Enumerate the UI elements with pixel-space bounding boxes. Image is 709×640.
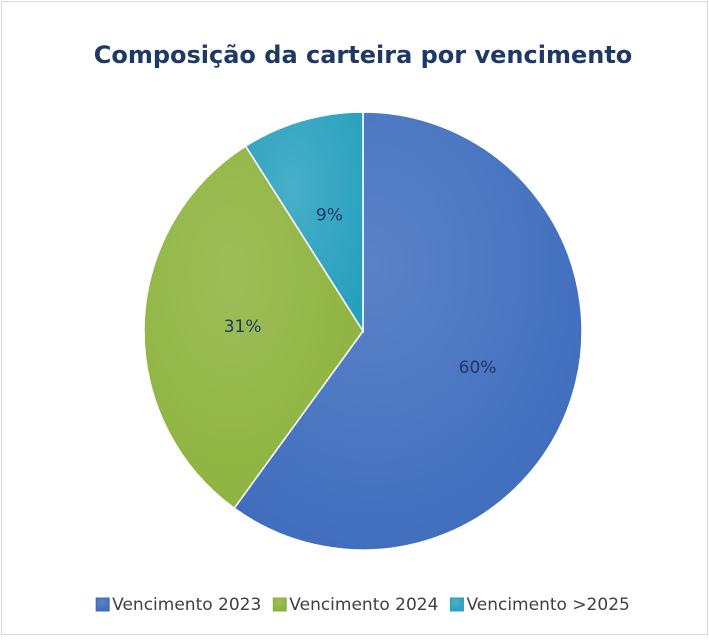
legend-label: Vencimento 2024 [289,595,438,615]
legend-swatch [449,597,464,612]
data-label: 9% [316,205,343,225]
data-label: 31% [224,317,262,337]
chart-title: Composição da carteira por vencimento [94,41,633,69]
pie-slice [233,111,583,551]
legend-label: Vencimento 2023 [112,595,261,615]
legend-label: Vencimento >2025 [466,595,629,615]
pie-slice [143,145,364,510]
legend-swatch [95,597,110,612]
pie-slice [244,111,364,334]
legend-swatch [272,597,287,612]
data-label: 60% [459,358,497,378]
